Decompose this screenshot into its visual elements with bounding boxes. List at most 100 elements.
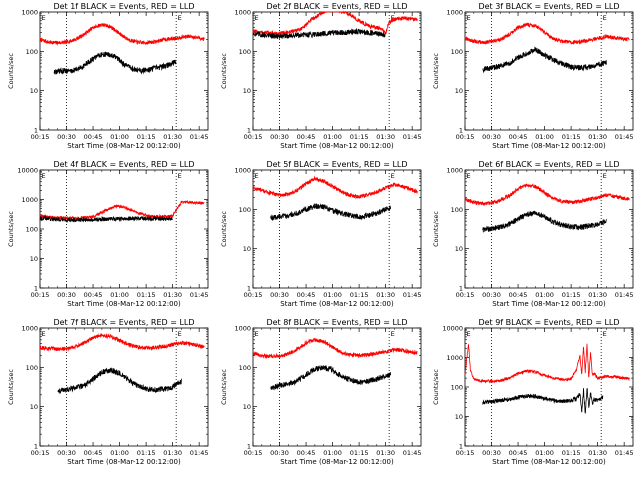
x-axis-label: Start Time (08-Mar-12 00:12:00): [67, 142, 181, 150]
x-tick-label: 01:30: [163, 449, 182, 457]
x-tick-label: 00:15: [31, 133, 50, 141]
x-tick-label: 00:45: [509, 291, 528, 299]
marker-label: E: [391, 14, 395, 22]
events-series-line: [482, 210, 607, 233]
y-tick-label: 1: [247, 127, 251, 135]
lld-series-line: [464, 22, 630, 46]
marker-label: E: [391, 330, 395, 338]
marker-label: E: [178, 14, 182, 22]
x-tick-label: 01:45: [403, 449, 422, 457]
panel-8: Det 8f BLACK = Events, RED = LLD 1 10 100 10…: [220, 318, 422, 466]
panel-3: Det 3f BLACK = Events, RED = LLD 1 10 100 10…: [432, 2, 634, 150]
x-tick-label: 01:30: [588, 291, 607, 299]
x-tick-label: 01:30: [376, 133, 395, 141]
y-tick-label: 100: [239, 364, 251, 372]
lld-series-line: [252, 337, 418, 360]
x-tick-label: 00:30: [57, 133, 76, 141]
x-tick-label: 00:45: [84, 291, 103, 299]
x-tick-label: 01:45: [615, 133, 634, 141]
x-tick-label: 01:15: [350, 133, 369, 141]
x-tick-label: 00:30: [482, 291, 501, 299]
x-tick-label: 01:00: [110, 291, 129, 299]
x-tick-label: 01:15: [562, 449, 581, 457]
marker-label: E: [255, 330, 259, 338]
lld-series-line: [464, 183, 630, 206]
plot-frame: [39, 11, 209, 131]
x-tick-label: 00:30: [270, 291, 289, 299]
x-tick-label: 00:45: [297, 291, 316, 299]
lld-series-line: [252, 10, 418, 37]
x-tick-label: 01:45: [615, 449, 634, 457]
panel-title: Det 4f BLACK = Events, RED = LLD: [53, 160, 194, 169]
plot-frame: [464, 169, 634, 289]
marker-label: E: [603, 14, 607, 22]
x-tick-label: 01:00: [323, 133, 342, 141]
panel-title: Det 2f BLACK = Events, RED = LLD: [266, 2, 407, 11]
y-tick-label: 1: [34, 285, 38, 293]
x-tick-label: 01:15: [350, 449, 369, 457]
x-tick-label: 00:15: [244, 133, 263, 141]
x-tick-label: 00:15: [31, 449, 50, 457]
x-tick-label: 00:45: [84, 449, 103, 457]
x-tick-label: 01:45: [403, 291, 422, 299]
events-series-line: [482, 388, 604, 414]
x-tick-label: 01:00: [535, 133, 554, 141]
y-tick-label: 1000: [446, 9, 463, 17]
x-tick-label: 01:30: [588, 449, 607, 457]
panel-2: Det 2f BLACK = Events, RED = LLD 1 10 100 10…: [220, 2, 422, 150]
plot-frame: [39, 169, 209, 289]
x-tick-label: 00:30: [57, 449, 76, 457]
x-tick-label: 00:45: [84, 133, 103, 141]
marker-label: E: [391, 172, 395, 180]
marker-label: E: [467, 172, 471, 180]
x-tick-label: 00:15: [456, 449, 475, 457]
plot-frame: [252, 327, 422, 447]
y-tick-label: 100: [239, 206, 251, 214]
plot-frame: [252, 11, 422, 131]
y-tick-label: 10: [243, 403, 251, 411]
x-tick-label: 01:15: [137, 449, 156, 457]
x-tick-label: 01:45: [403, 133, 422, 141]
y-tick-label: 10000: [442, 325, 463, 333]
x-axis-label: Start Time (08-Mar-12 00:12:00): [67, 458, 181, 466]
panel-title: Det 6f BLACK = Events, RED = LLD: [478, 160, 619, 169]
x-tick-label: 01:15: [562, 133, 581, 141]
y-tick-label: 1: [247, 285, 251, 293]
y-tick-label: 1000: [234, 167, 251, 175]
x-axis-label: Start Time (08-Mar-12 00:12:00): [492, 300, 606, 308]
y-tick-label: 10000: [17, 167, 38, 175]
events-series-line: [270, 365, 392, 391]
panel-title: Det 5f BLACK = Events, RED = LLD: [266, 160, 407, 169]
x-axis-label: Start Time (08-Mar-12 00:12:00): [280, 142, 394, 150]
x-tick-label: 00:30: [482, 449, 501, 457]
x-tick-label: 01:00: [110, 133, 129, 141]
y-tick-label: 1: [34, 127, 38, 135]
y-tick-label: 10: [455, 245, 463, 253]
x-tick-label: 00:30: [57, 291, 76, 299]
panel-7: Det 7f BLACK = Events, RED = LLD 1 10 100 10…: [7, 318, 209, 466]
marker-label: E: [467, 330, 471, 338]
lld-series-line: [39, 22, 205, 46]
x-tick-label: 01:45: [190, 449, 209, 457]
x-axis-label: Start Time (08-Mar-12 00:12:00): [492, 142, 606, 150]
x-tick-label: 01:30: [163, 133, 182, 141]
panel-title: Det 3f BLACK = Events, RED = LLD: [478, 2, 619, 11]
events-series-line: [57, 367, 182, 395]
x-tick-label: 01:00: [535, 449, 554, 457]
y-tick-label: 100: [26, 226, 38, 234]
x-tick-label: 01:45: [615, 291, 634, 299]
panel-9: Det 9f BLACK = Events, RED = LLD 1 10 100 10…: [432, 318, 634, 466]
panel-5: Det 5f BLACK = Events, RED = LLD 1 10 100 10…: [220, 160, 422, 308]
x-tick-label: 01:30: [163, 291, 182, 299]
x-tick-label: 01:00: [535, 291, 554, 299]
x-axis-label: Start Time (08-Mar-12 00:12:00): [492, 458, 606, 466]
x-tick-label: 01:45: [190, 133, 209, 141]
events-series-line: [482, 46, 607, 74]
x-tick-label: 00:15: [244, 449, 263, 457]
y-tick-label: 1000: [446, 167, 463, 175]
events-series-line: [39, 214, 173, 223]
y-tick-label: 100: [239, 48, 251, 56]
marker-label: E: [42, 330, 46, 338]
y-axis-label: Counts/sec: [7, 369, 15, 405]
